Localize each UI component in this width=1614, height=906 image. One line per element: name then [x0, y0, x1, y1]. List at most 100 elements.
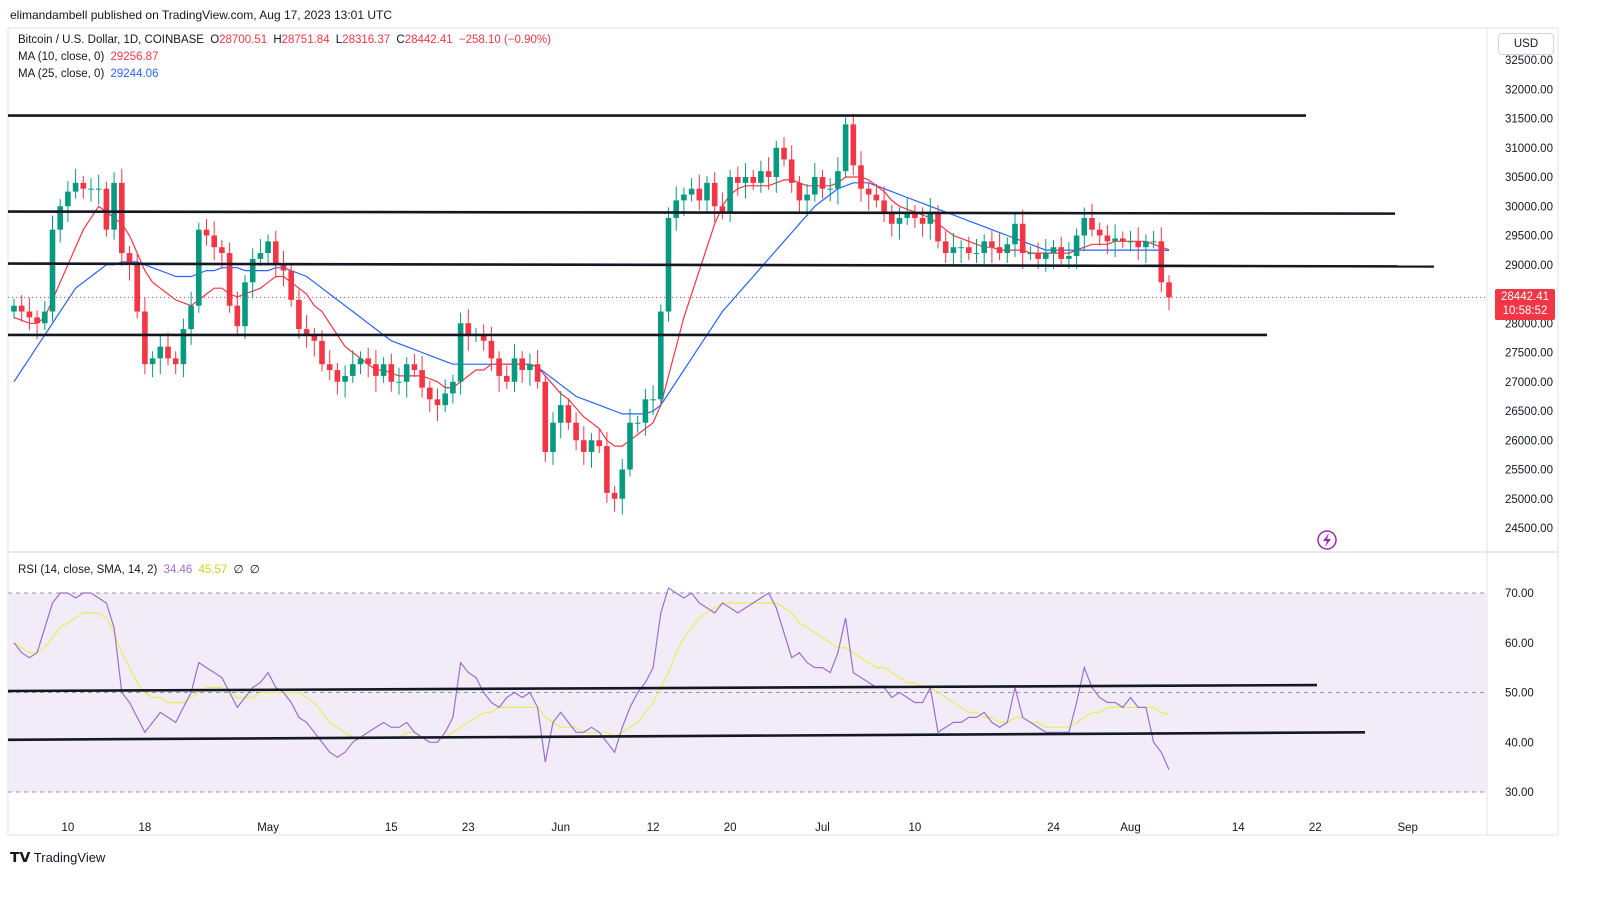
- candle-body: [288, 270, 294, 300]
- candle-body: [480, 334, 487, 341]
- candle-body: [42, 311, 48, 324]
- rsi-trendline-drawing[interactable]: [7, 683, 1318, 693]
- rsi-value: 34.46: [163, 564, 193, 576]
- candle-body: [457, 323, 464, 382]
- bar-countdown: 10:58:52: [1502, 305, 1548, 317]
- candle-body: [604, 446, 610, 493]
- price-tick-label: 26500.00: [1505, 406, 1553, 418]
- ma25-legend[interactable]: MA (25, close, 0) 29244.06: [18, 68, 161, 80]
- candle-body: [149, 358, 156, 365]
- candle-body: [673, 200, 679, 218]
- candle-body: [296, 299, 302, 330]
- candle-body: [311, 334, 318, 341]
- candle-body: [303, 329, 310, 335]
- candle-body: [257, 253, 264, 259]
- time-tick-label: Jun: [551, 822, 570, 834]
- ma10-legend[interactable]: MA (10, close, 0) 29256.87: [18, 51, 161, 63]
- candle-body: [1050, 247, 1057, 254]
- candle-body: [1089, 217, 1095, 230]
- candle-body: [188, 305, 194, 330]
- candle-body: [26, 311, 33, 318]
- candle-body: [134, 264, 140, 312]
- candle-body: [1043, 253, 1049, 259]
- candle-body: [765, 171, 772, 177]
- candle-body: [1012, 223, 1018, 245]
- ma25-value: 29244.06: [110, 68, 159, 80]
- candle-body: [380, 364, 387, 376]
- rsi-trendline-drawing[interactable]: [7, 731, 1366, 742]
- candle-body: [611, 492, 618, 499]
- price-tick-label: 32500.00: [1505, 55, 1553, 67]
- candle-body: [966, 247, 972, 254]
- candle-body: [1004, 244, 1011, 254]
- rsi-empty-1: ∅: [233, 564, 244, 576]
- candle-body: [142, 311, 148, 365]
- candle-body: [912, 212, 918, 218]
- candle-body: [581, 440, 587, 452]
- candle-body: [527, 364, 533, 371]
- candle-body: [796, 182, 803, 201]
- ma10-line[interactable]: [13, 176, 1170, 447]
- candle-body: [688, 188, 695, 195]
- candle-body: [727, 177, 733, 213]
- candle-body: [357, 358, 364, 365]
- candle-body: [11, 305, 17, 312]
- candle-body: [1096, 229, 1103, 236]
- candle-body: [927, 212, 934, 224]
- candle-body: [234, 305, 241, 327]
- candle-body: [557, 405, 564, 423]
- candle-body: [1127, 241, 1134, 243]
- candle-body: [403, 364, 410, 382]
- rsi-tick-label: 50.00: [1505, 688, 1534, 700]
- tradingview-logo[interactable]: 𝗧𝗩 TradingView: [10, 849, 105, 866]
- ma25-line[interactable]: [13, 182, 1170, 415]
- candle-body: [350, 364, 356, 376]
- ohlc-change: −258.10 (−0.90%): [458, 34, 551, 46]
- alert-lightning-icon[interactable]: [1317, 530, 1337, 550]
- rsi-line[interactable]: [13, 587, 1170, 771]
- time-tick-label: 20: [724, 822, 737, 834]
- candle-body: [865, 188, 872, 195]
- time-tick-label: 15: [385, 822, 398, 834]
- candle-body: [889, 212, 895, 224]
- candle-body: [958, 247, 964, 249]
- candle-body: [881, 200, 887, 213]
- candle-body: [596, 440, 602, 447]
- candle-body: [365, 358, 371, 365]
- currency-button[interactable]: USD: [1498, 33, 1554, 55]
- candle-body: [319, 340, 325, 365]
- candle-body: [919, 217, 926, 224]
- candle-body: [72, 182, 79, 192]
- time-tick-label: Jul: [815, 822, 830, 834]
- candle-body: [981, 241, 987, 254]
- candle-body: [465, 323, 472, 335]
- trendline-drawing[interactable]: [7, 262, 1435, 268]
- candle-body: [411, 364, 418, 371]
- rsi-sma-line[interactable]: [13, 602, 1170, 739]
- candle-body: [488, 340, 495, 359]
- candle-body: [1081, 217, 1088, 236]
- trendline-drawing[interactable]: [7, 210, 1396, 215]
- candle-body: [1120, 238, 1126, 242]
- time-tick-label: 12: [647, 822, 660, 834]
- candle-body: [735, 177, 741, 183]
- price-tick-label: 29500.00: [1505, 231, 1553, 243]
- rsi-tick-label: 40.00: [1505, 737, 1534, 749]
- time-tick-label: 10: [62, 822, 75, 834]
- time-tick-label: 14: [1232, 822, 1245, 834]
- time-tick-label: 23: [462, 822, 475, 834]
- ohlc-high: H28751.84: [273, 34, 330, 46]
- price-tick-label: 32000.00: [1505, 84, 1553, 96]
- rsi-tick-label: 30.00: [1505, 787, 1534, 799]
- rsi-legend[interactable]: RSI (14, close, SMA, 14, 2) 34.46 45.57 …: [18, 562, 263, 576]
- candle-body: [781, 147, 787, 160]
- candle-body: [1104, 235, 1111, 242]
- candle-body: [750, 177, 756, 183]
- last-price-value: 28442.41: [1501, 291, 1549, 303]
- candle-body: [935, 212, 941, 242]
- candle-body: [650, 399, 656, 401]
- symbol-legend[interactable]: Bitcoin / U.S. Dollar, 1D, COINBASE O287…: [18, 34, 554, 46]
- candle-body: [57, 206, 63, 230]
- candle-body: [211, 235, 217, 248]
